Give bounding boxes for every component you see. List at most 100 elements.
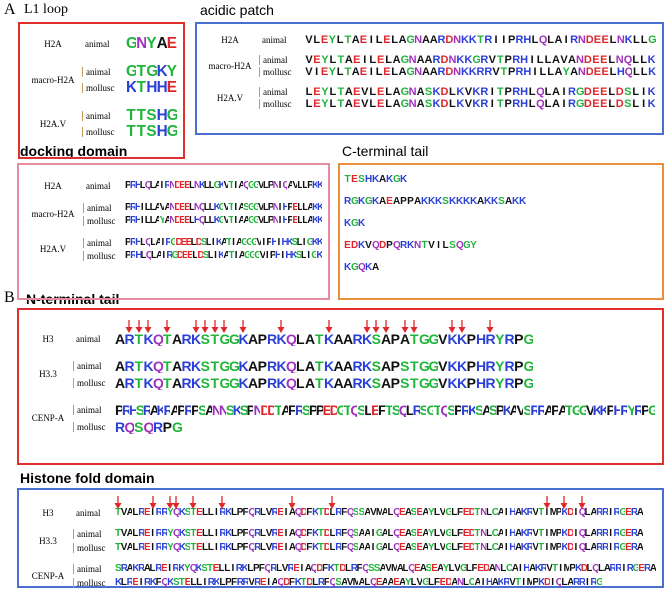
residue: I: [284, 508, 288, 518]
residue: R: [476, 66, 485, 78]
residue: K: [561, 508, 568, 518]
residue: V: [488, 54, 496, 66]
residue: R: [121, 402, 129, 417]
residue: R: [267, 375, 277, 390]
residue: I: [371, 543, 375, 553]
residue: K: [191, 331, 201, 346]
species-label: mollusc: [73, 421, 115, 432]
residue: K: [365, 263, 372, 273]
residue: A: [421, 66, 430, 78]
residue: A: [381, 331, 391, 346]
species-label: mollusc: [73, 578, 115, 588]
residue: K: [312, 215, 317, 226]
residue: L: [296, 237, 302, 248]
residue: I: [559, 564, 563, 574]
residue: A: [396, 564, 403, 574]
residue: T: [477, 34, 484, 46]
residue: K: [468, 34, 477, 46]
residue: K: [213, 578, 220, 588]
residue: P: [507, 66, 516, 78]
residue: H: [476, 331, 486, 346]
residue: R: [130, 250, 136, 261]
residue: I: [262, 237, 266, 248]
residue: L: [329, 86, 337, 98]
sequence-group: H3 animal T V A L R E I R R Y Q K S T E L L I R K L P F Q R L V R E I A Q…: [23, 506, 656, 520]
residue: I: [307, 250, 310, 261]
group-name: CENP-A: [31, 413, 65, 423]
residue: D: [197, 250, 203, 261]
residue: P: [125, 180, 130, 191]
residue: V: [365, 241, 372, 251]
residue: L: [300, 250, 307, 261]
residue: N: [272, 202, 278, 213]
residue: L: [207, 508, 214, 518]
residue: F: [155, 578, 162, 588]
residue: P: [236, 543, 243, 553]
residue: L: [247, 564, 253, 574]
residue: I: [284, 529, 288, 539]
residue: S: [498, 197, 505, 207]
residue: R: [437, 66, 446, 78]
residue: E: [184, 578, 191, 588]
residue: A: [358, 543, 365, 553]
residue: L: [132, 543, 139, 553]
residue: T: [228, 250, 234, 261]
residue: T: [115, 508, 121, 518]
residue: V: [438, 358, 448, 373]
residue: C: [491, 543, 498, 553]
group-name: H3.3: [39, 369, 57, 379]
residue: G: [248, 202, 253, 213]
residue: L: [336, 34, 344, 46]
residue: T: [210, 358, 220, 373]
residue: G: [419, 375, 429, 390]
residue: V: [223, 180, 229, 191]
residue: T: [228, 180, 234, 191]
sequence-group: H3 animal A R T K Q T A R K S T G G K A P R K Q L A T K A A R K S A P A T…: [23, 330, 656, 347]
residue: L: [375, 66, 383, 78]
residue: L: [433, 529, 440, 539]
residue: Y: [146, 36, 157, 52]
residue: K: [502, 402, 510, 417]
residue: V: [416, 578, 423, 588]
residue: N: [575, 54, 584, 66]
residue: K: [344, 219, 351, 229]
residue: I: [151, 529, 155, 539]
residue: I: [161, 237, 165, 248]
group-name: macro-H2A: [31, 209, 75, 219]
species-label: animal: [82, 111, 126, 121]
residue: K: [238, 331, 249, 346]
residue: P: [257, 375, 267, 390]
sequence-group: CENP-A animal S R A K R A L R E I R K Y Q K S T E L L I R K L P F Q R…: [23, 562, 656, 590]
residue: K: [316, 215, 322, 226]
residue: S: [134, 419, 144, 434]
residue: M: [549, 508, 556, 518]
residue: P: [551, 402, 558, 417]
residue: P: [400, 197, 407, 207]
residue: E: [184, 180, 189, 191]
residue: L: [462, 578, 469, 588]
residue: E: [353, 98, 361, 110]
residue: R: [219, 508, 226, 518]
residue: A: [305, 375, 315, 390]
residue: L: [302, 215, 308, 226]
site-arrow: [325, 319, 333, 333]
residue: I: [551, 578, 555, 588]
residue: R: [485, 331, 496, 346]
residue: V: [305, 54, 313, 66]
residue: T: [409, 331, 419, 346]
residue: I: [234, 180, 238, 191]
residue: V: [385, 564, 391, 574]
residue: R: [567, 98, 576, 110]
residue: Y: [167, 543, 173, 553]
residue: R: [540, 564, 547, 574]
residue: K: [218, 180, 224, 191]
residue: K: [225, 508, 231, 518]
residue: I: [315, 66, 319, 78]
residue: Q: [578, 543, 585, 553]
site-arrow: [382, 319, 390, 333]
residue: R: [235, 564, 242, 574]
residue: L: [385, 98, 393, 110]
residue: T: [190, 529, 197, 539]
